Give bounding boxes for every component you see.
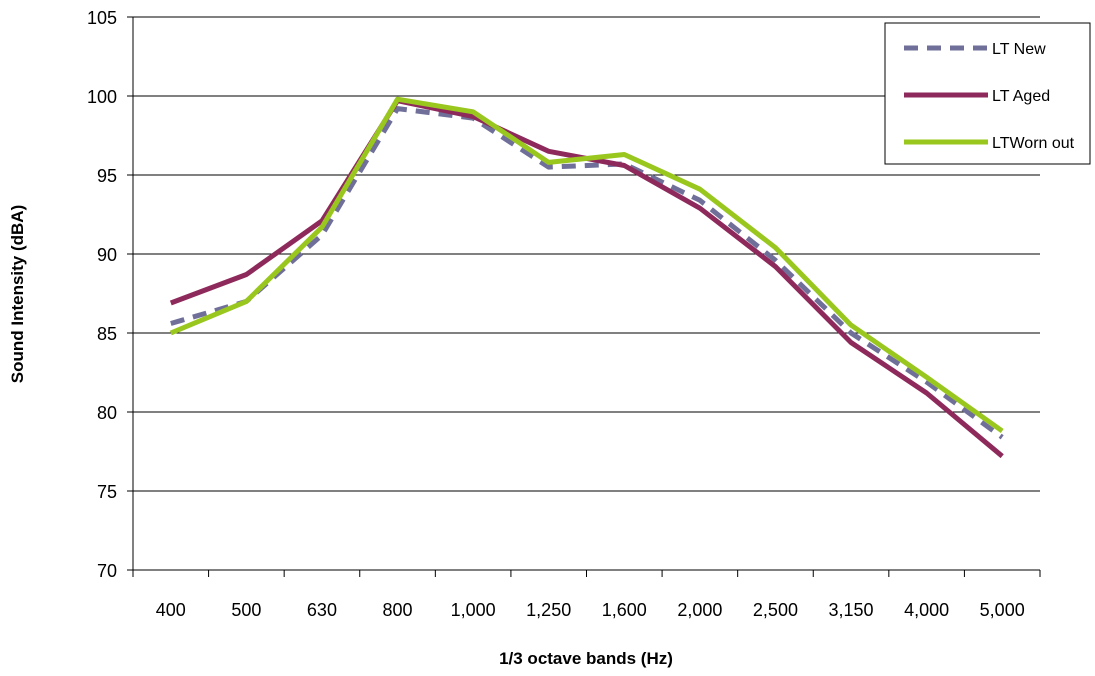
legend-label: LTWorn out [992, 135, 1075, 152]
x-tick-labels: 400 500 630 800 1,000 1,250 1,600 2,000 2,500 3,1… [156, 600, 1025, 620]
x-tick-label: 4,000 [904, 600, 949, 620]
x-tick-label: 400 [156, 600, 186, 620]
x-tick-label: 1,250 [526, 600, 571, 620]
x-tick-label: 500 [231, 600, 261, 620]
y-tick-labels: 70 75 80 85 90 95 100 105 [87, 8, 117, 581]
x-tick-label: 2,500 [753, 600, 798, 620]
y-tick-label: 70 [97, 561, 117, 581]
y-tick-label: 105 [87, 8, 117, 28]
x-tick-label: 3,150 [829, 600, 874, 620]
y-tick-label: 75 [97, 482, 117, 502]
y-tick-label: 85 [97, 324, 117, 344]
series-line [170, 106, 1004, 440]
series-line [169, 96, 1004, 434]
y-tick-label: 80 [97, 403, 117, 423]
y-tick-label: 95 [97, 166, 117, 186]
y-axis-title: Sound Intensity (dBA) [8, 205, 27, 383]
legend-label: LT Aged [992, 88, 1050, 105]
x-axis-title: 1/3 octave bands (Hz) [499, 649, 673, 668]
data-series [169, 96, 1004, 459]
x-tick-label: 1,600 [602, 600, 647, 620]
x-tick-label: 800 [383, 600, 413, 620]
legend: LT New LT Aged LTWorn out [884, 22, 1091, 165]
x-tick-label: 630 [307, 600, 337, 620]
y-tick-label: 90 [97, 245, 117, 265]
series-line [169, 98, 1004, 459]
axes [132, 17, 1041, 577]
y-tick-label: 100 [87, 87, 117, 107]
x-tick-label: 1,000 [451, 600, 496, 620]
x-tick-label: 2,000 [677, 600, 722, 620]
gridlines [127, 16, 1040, 571]
x-tick-label: 5,000 [980, 600, 1025, 620]
legend-label: LT New [992, 41, 1046, 58]
